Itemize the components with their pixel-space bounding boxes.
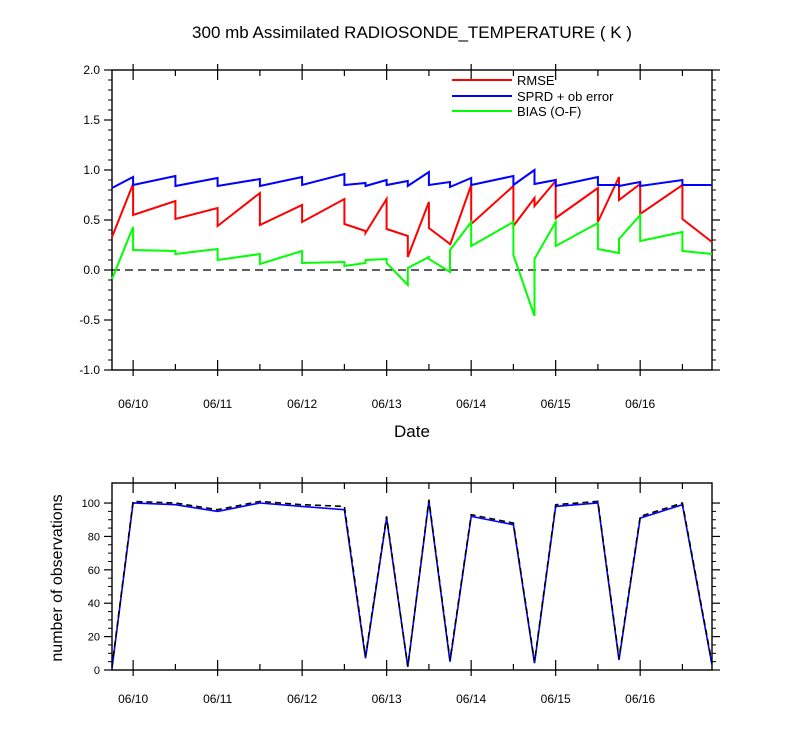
top-y-tick-label: 0.5 <box>83 213 100 227</box>
bottom-series-group <box>111 499 713 669</box>
top-ticks <box>104 64 720 376</box>
bottom-y-tick-labels: 100 80 60 40 20 0 <box>82 498 100 677</box>
bottom-y-tick-label: 60 <box>88 565 100 577</box>
bottom-x-tick-label: 06/11 <box>203 692 232 706</box>
bottom-y-axis-title: number of observations <box>49 494 66 661</box>
top-series-group <box>111 168 713 317</box>
legend-label-bias: BIAS (O-F) <box>517 104 581 119</box>
bottom-y-tick-label: 40 <box>88 598 100 610</box>
bottom-y-tick-label: 20 <box>88 632 100 644</box>
bottom-x-tick-label: 06/15 <box>541 692 571 706</box>
top-x-tick-labels: 06/10 06/11 06/12 06/13 06/14 06/15 06/16 <box>118 397 655 411</box>
bottom-x-tick-label: 06/16 <box>625 692 655 706</box>
bottom-ticks <box>104 477 720 676</box>
top-x-tick-label: 06/12 <box>287 397 317 411</box>
top-y-tick-labels: 2.0 1.5 1.0 0.5 0.0 -0.5 -1.0 <box>79 63 100 377</box>
top-x-axis-title: Date <box>394 422 430 441</box>
top-series-line-0 <box>111 176 713 258</box>
top-y-tick-label: -0.5 <box>79 313 100 327</box>
top-x-tick-label: 06/14 <box>456 397 486 411</box>
top-y-tick-label: 1.5 <box>83 113 100 127</box>
top-chart: 300 mb Assimilated RADIOSONDE_TEMPERATUR… <box>79 23 720 441</box>
bottom-y-tick-label: 100 <box>82 498 100 510</box>
top-x-tick-label: 06/16 <box>625 397 655 411</box>
top-y-tick-label: -1.0 <box>79 363 100 377</box>
bottom-y-tick-label: 0 <box>94 665 100 677</box>
bottom-x-tick-labels: 06/10 06/11 06/12 06/13 06/14 06/15 06/16 <box>118 692 655 706</box>
bottom-plot-frame <box>111 482 713 671</box>
top-y-tick-label: 0.0 <box>83 263 100 277</box>
bottom-x-tick-label: 06/10 <box>118 692 148 706</box>
bottom-x-tick-label: 06/14 <box>456 692 486 706</box>
top-series-line-1 <box>111 168 712 189</box>
top-legend: RMSE SPRD + ob error BIAS (O-F) <box>452 73 614 119</box>
top-y-tick-label: 2.0 <box>83 63 100 77</box>
legend-label-sprd: SPRD + ob error <box>517 89 614 104</box>
bottom-y-tick-label: 80 <box>88 531 100 543</box>
bottom-x-tick-label: 06/12 <box>287 692 317 706</box>
top-y-tick-label: 1.0 <box>83 163 100 177</box>
top-x-tick-label: 06/11 <box>203 397 232 411</box>
top-series-line-2 <box>111 212 713 317</box>
top-chart-title: 300 mb Assimilated RADIOSONDE_TEMPERATUR… <box>192 23 632 42</box>
top-x-tick-label: 06/13 <box>372 397 402 411</box>
bottom-series-line-1 <box>111 499 713 667</box>
top-x-tick-label: 06/10 <box>118 397 148 411</box>
top-x-tick-label: 06/15 <box>541 397 571 411</box>
legend-label-rmse: RMSE <box>517 73 555 88</box>
bottom-x-tick-label: 06/13 <box>372 692 402 706</box>
